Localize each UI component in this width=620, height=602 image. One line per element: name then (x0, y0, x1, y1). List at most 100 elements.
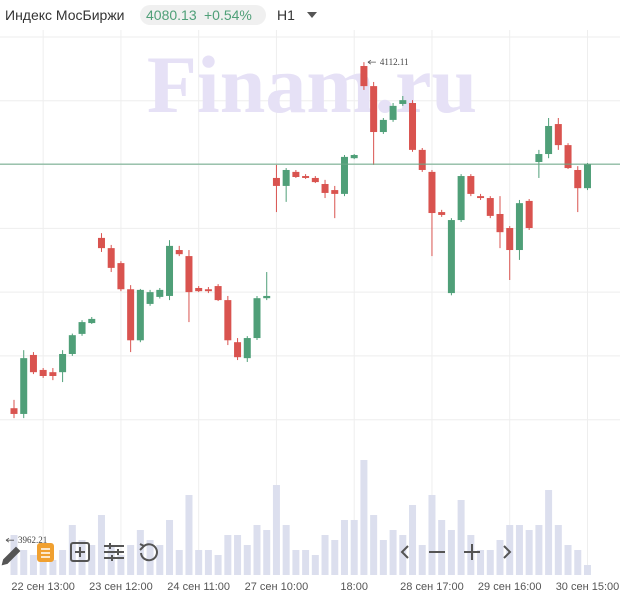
volume-bar (117, 555, 125, 575)
zoom-in[interactable] (464, 544, 480, 560)
volume-bar (234, 535, 242, 575)
scroll-left[interactable] (400, 545, 409, 559)
candle-body (88, 318, 96, 324)
candle-body (447, 220, 455, 294)
x-tick-label: 27 сен 10:00 (245, 581, 309, 593)
candle-body (399, 100, 407, 104)
volume-bar (506, 525, 514, 575)
volume-bar (360, 460, 368, 575)
volume-bar (574, 550, 582, 575)
candle-body (10, 408, 18, 414)
volume-bar (467, 535, 475, 575)
change: +0.54% (204, 7, 252, 23)
volume-bar (166, 520, 174, 575)
candle-layer: 4112.11 3962.21 (0, 57, 620, 545)
marker-arrow (5, 537, 14, 543)
volume-bar (379, 540, 387, 575)
watermark: Finam.ru (147, 39, 477, 130)
volume-bar (185, 495, 193, 575)
add-indicator[interactable] (70, 542, 90, 562)
reset-tool[interactable] (140, 543, 158, 562)
candle-body (49, 372, 57, 376)
volume-bar (535, 525, 543, 575)
candle-body (486, 198, 494, 216)
volume-bar (409, 505, 417, 575)
volume-bar (272, 485, 280, 575)
candle-body (311, 177, 319, 183)
candle-body (545, 125, 553, 155)
candle-body (263, 295, 271, 299)
candle-body (515, 203, 523, 251)
volume-bar (156, 545, 164, 575)
volume-bar (175, 550, 183, 575)
candle-body (340, 156, 348, 194)
volume-bar (399, 535, 407, 575)
volume-bar (418, 545, 426, 575)
volume-bar (486, 550, 494, 575)
candle-body (146, 292, 154, 304)
x-axis: 22 сен 13:00 23 сен 12:00 24 сен 11:00 27 с… (11, 581, 619, 593)
candle-body (97, 237, 105, 249)
marker-arrow (367, 59, 376, 65)
volume-bar (59, 550, 67, 575)
candle-body (282, 169, 290, 186)
candle-body (195, 287, 203, 292)
candle-body (564, 145, 572, 169)
volume-bar (350, 520, 358, 575)
volume-bar (146, 540, 154, 575)
draw-tool[interactable] (1, 546, 21, 566)
candle-body (554, 124, 562, 146)
volume-bar (525, 530, 533, 575)
x-tick-label: 28 сен 17:00 (400, 581, 464, 593)
candle-body (39, 369, 47, 376)
settings-tool[interactable] (104, 543, 124, 561)
x-tick-label: 30 сен 15:00 (556, 581, 620, 593)
candle-body (20, 358, 28, 414)
volume-bar (389, 530, 397, 575)
interval-dropdown[interactable] (307, 12, 317, 18)
candle-body (136, 289, 144, 341)
interval[interactable]: H1 (277, 7, 295, 23)
candle-body (175, 250, 183, 255)
volume-bar (554, 525, 562, 575)
volume-bar (68, 525, 76, 575)
volume-layer (10, 460, 591, 575)
volume-bar (263, 530, 271, 575)
candle-body (535, 154, 543, 163)
volume-bar (214, 555, 222, 575)
x-tick-label: 29 сен 16:00 (478, 581, 542, 593)
volume-bar (321, 535, 329, 575)
volume-bar (302, 550, 310, 575)
candle-body (379, 119, 387, 133)
candle-body (29, 354, 37, 373)
volume-bar (428, 495, 436, 575)
candle-body (204, 289, 212, 292)
add-icon (75, 547, 85, 557)
volume-bar (78, 540, 86, 575)
x-tick-label: 23 сен 12:00 (89, 581, 153, 593)
candle-body (506, 228, 514, 251)
candle-body (253, 298, 261, 339)
volume-bar (243, 545, 251, 575)
list-icon (41, 548, 50, 558)
volume-bar (477, 550, 485, 575)
candle-body (156, 289, 164, 297)
scroll-right[interactable] (503, 545, 512, 559)
volume-bar (136, 530, 144, 575)
candle-body (438, 212, 446, 215)
volume-bar (292, 550, 300, 575)
volume-bar (447, 530, 455, 575)
candle-body (292, 171, 300, 177)
candle-body (243, 338, 251, 359)
x-tick-label: 22 сен 13:00 (11, 581, 75, 593)
candle-body (272, 177, 280, 186)
candle-body (321, 184, 329, 193)
candle-body (574, 169, 582, 189)
volume-bar (331, 540, 339, 575)
header: Индекс МосБиржи 4080.13 +0.54% H1 (0, 0, 340, 30)
volume-bar (583, 565, 591, 575)
volume-bar (88, 545, 96, 575)
volume-bar (545, 490, 553, 575)
